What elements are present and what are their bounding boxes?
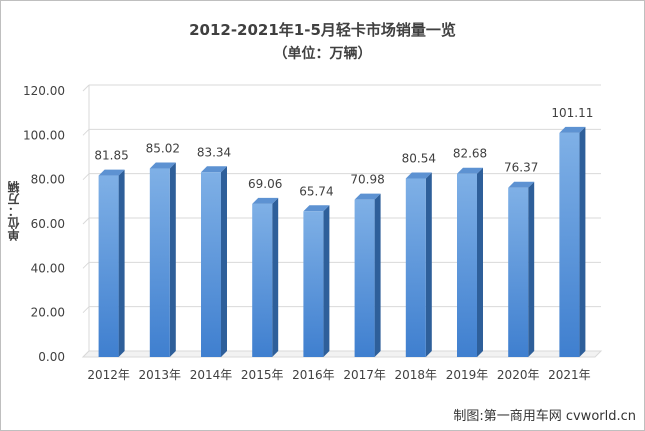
x-tick-label: 2018年	[395, 368, 438, 382]
gridline-depth	[82, 306, 90, 314]
data-label: 65.74	[299, 184, 333, 198]
footer-credit: 制图:第一商用车网 cvworld.cn	[453, 409, 636, 424]
bar-top	[303, 205, 330, 212]
data-label: 81.85	[94, 149, 128, 163]
bar-side	[477, 167, 483, 357]
y-tick-label: 100.00	[23, 128, 65, 142]
y-tick-label: 20.00	[31, 306, 65, 320]
data-label: 76.37	[504, 161, 538, 175]
x-tick-label: 2014年	[190, 368, 233, 382]
bar	[201, 166, 227, 357]
y-tick-label: 120.00	[23, 84, 65, 98]
bar-side	[221, 166, 227, 357]
bar-side	[272, 197, 279, 357]
data-label: 70.98	[350, 173, 384, 187]
bar	[457, 167, 483, 357]
gridline-depth	[82, 261, 90, 269]
gridline-depth	[82, 128, 90, 136]
bar-front	[508, 187, 529, 357]
chart-subtitle: （单位：万辆）	[273, 46, 372, 62]
y-tick-label: 40.00	[31, 261, 65, 275]
data-label: 80.54	[402, 151, 436, 165]
bar-top	[252, 197, 279, 204]
bar-front	[457, 173, 477, 357]
bar-side	[374, 193, 381, 357]
bar-front	[559, 132, 580, 357]
bar-side	[169, 162, 176, 357]
bar	[354, 193, 381, 357]
bar-side	[579, 126, 586, 357]
x-tick-label: 2020年	[497, 368, 540, 382]
bar	[405, 172, 432, 357]
bar-front	[98, 175, 119, 357]
bar	[508, 181, 535, 357]
x-tick-label: 2021年	[548, 368, 591, 382]
bar-side	[323, 205, 330, 357]
bar-top	[201, 166, 227, 173]
bar-side	[528, 181, 535, 357]
y-tick-label: 80.00	[31, 173, 65, 187]
data-label: 85.02	[146, 142, 180, 156]
bar-top	[354, 193, 381, 200]
gridline-depth	[82, 173, 90, 181]
bar-top	[508, 181, 535, 188]
bar-front	[405, 178, 426, 357]
bar-front	[149, 168, 170, 357]
data-label: 69.06	[248, 177, 282, 191]
x-tick-label: 2019年	[446, 368, 489, 382]
x-tick-label: 2015年	[241, 368, 284, 382]
x-tick-label: 2013年	[139, 368, 182, 382]
bar	[98, 169, 125, 357]
bar	[559, 126, 586, 357]
x-tick-label: 2012年	[87, 368, 130, 382]
bar-top	[405, 172, 432, 179]
bar-side	[118, 169, 125, 357]
bar-front	[252, 203, 273, 357]
bar-top	[149, 162, 176, 169]
bar-side	[425, 172, 432, 357]
x-tick-label: 2017年	[343, 368, 386, 382]
bar-front	[303, 211, 324, 357]
y-tick-label: 60.00	[31, 217, 65, 231]
data-label: 83.34	[197, 145, 231, 159]
data-label: 82.68	[453, 147, 487, 161]
bar-front	[354, 199, 375, 357]
bar-front	[201, 172, 221, 357]
gridline-depth	[82, 217, 90, 225]
gridline-depth	[82, 84, 90, 92]
bar	[149, 162, 176, 357]
x-tick-label: 2016年	[292, 368, 335, 382]
bar	[303, 205, 330, 357]
data-label: 101.11	[551, 106, 593, 120]
y-tick-label: 0.00	[38, 350, 65, 364]
bar-top	[457, 167, 483, 174]
bar-top	[98, 169, 125, 176]
bar	[252, 197, 279, 357]
chart-title: 2012-2021年1-5月轻卡市场销量一览	[189, 21, 456, 39]
bar-top	[559, 126, 586, 133]
